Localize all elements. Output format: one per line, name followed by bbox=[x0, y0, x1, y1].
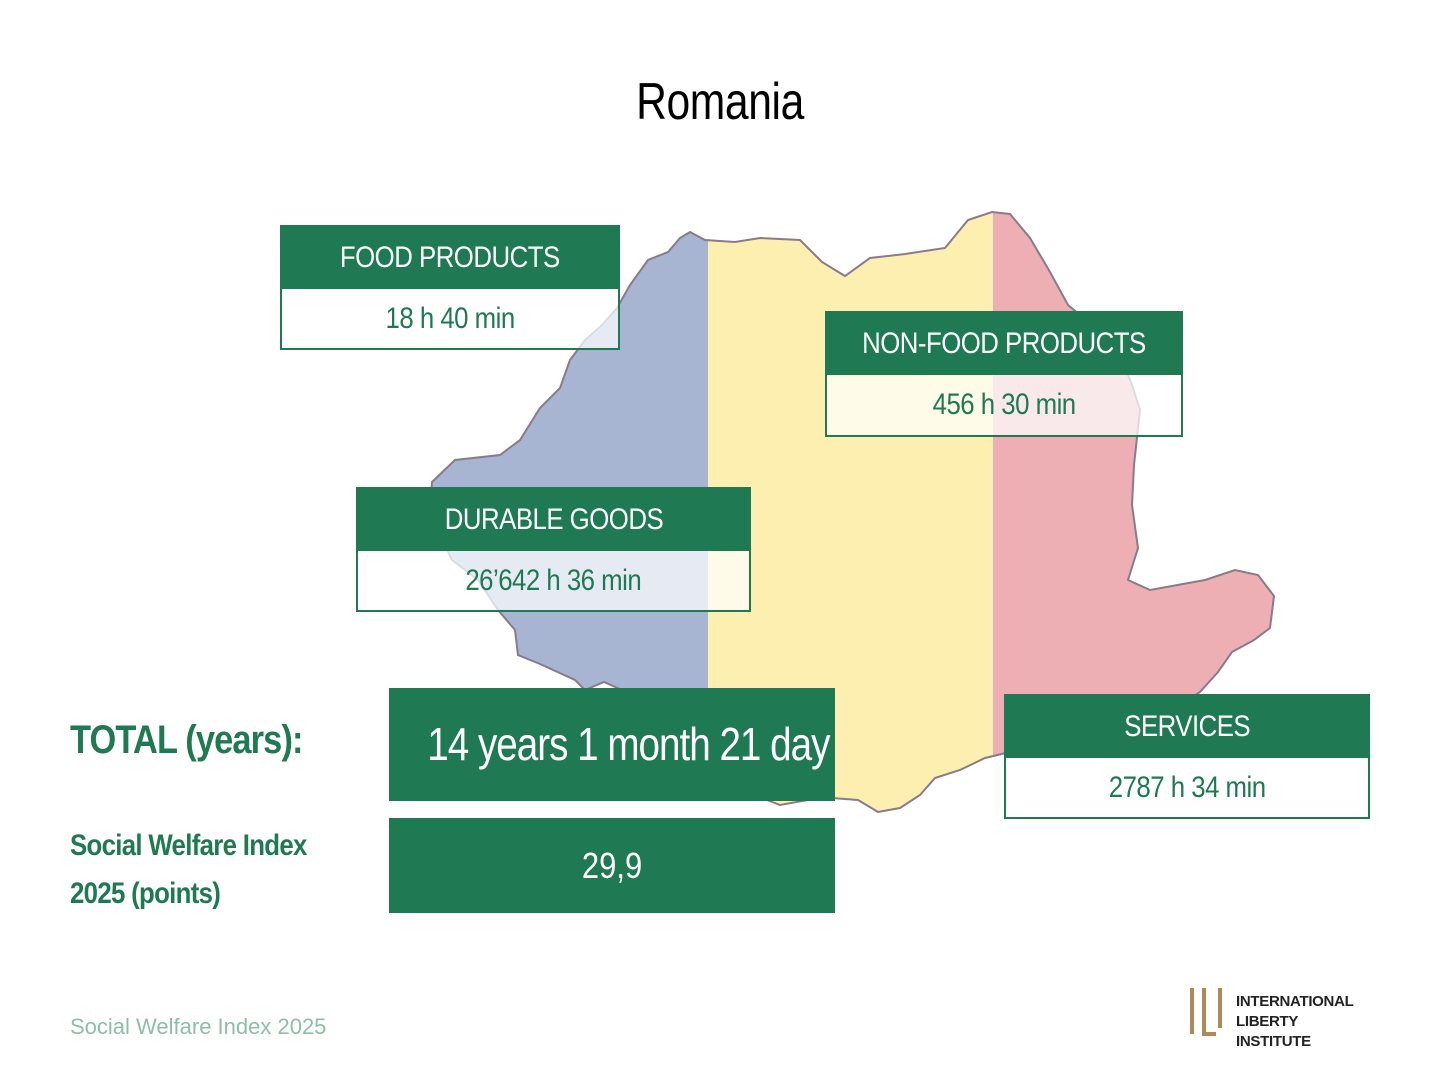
logo-text: INTERNATIONAL LIBERTY INSTITUTE bbox=[1236, 993, 1354, 1050]
page-title: Romania bbox=[636, 73, 804, 131]
index-label: Social Welfare Index 2025 (points) bbox=[70, 829, 307, 910]
durable-goods-label: DURABLE GOODS bbox=[358, 489, 749, 551]
total-value-box: 14 years 1 month 21 day bbox=[389, 688, 835, 801]
total-label: TOTAL (years): bbox=[70, 718, 304, 762]
index-value-box: 29,9 bbox=[389, 818, 835, 913]
non-food-products-label: NON-FOOD PRODUCTS bbox=[827, 313, 1181, 375]
services-label: SERVICES bbox=[1006, 696, 1368, 758]
services-card: SERVICES 2787 h 34 min bbox=[1004, 694, 1370, 819]
food-products-label: FOOD PRODUCTS bbox=[282, 227, 618, 289]
durable-goods-card: DURABLE GOODS 26’642 h 36 min bbox=[356, 487, 751, 612]
services-value: 2787 h 34 min bbox=[1108, 771, 1266, 804]
non-food-products-card: NON-FOOD PRODUCTS 456 h 30 min bbox=[825, 311, 1183, 437]
durable-goods-value: 26’642 h 36 min bbox=[465, 564, 642, 597]
non-food-products-value: 456 h 30 min bbox=[932, 388, 1076, 421]
footer-text: Social Welfare Index 2025 bbox=[70, 1014, 327, 1039]
food-products-card: FOOD PRODUCTS 18 h 40 min bbox=[280, 225, 620, 350]
logo-mark-icon bbox=[1190, 988, 1222, 1036]
food-products-value: 18 h 40 min bbox=[385, 302, 515, 335]
institute-logo: INTERNATIONAL LIBERTY INSTITUTE bbox=[1188, 986, 1368, 1050]
